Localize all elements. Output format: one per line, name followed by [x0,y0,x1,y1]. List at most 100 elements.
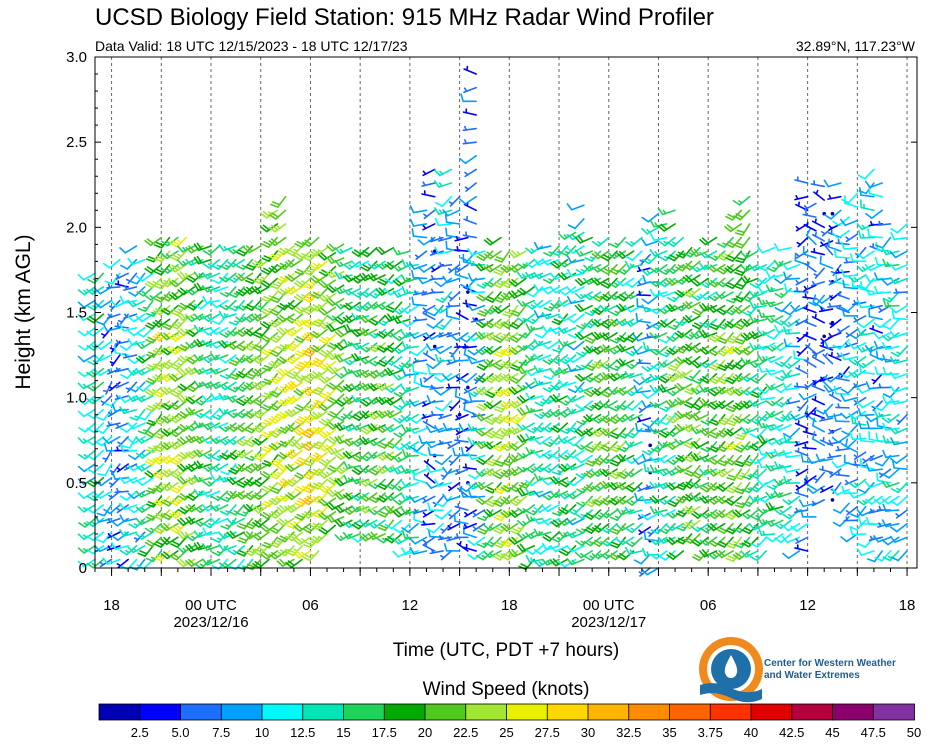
wind-barb [236,395,254,406]
wind-barb [109,354,121,367]
wind-barb [243,476,262,487]
wind-barb [429,288,444,294]
wind-barb [235,354,254,364]
wind-barb [422,350,436,361]
wind-barb [757,246,776,254]
wind-barb [269,468,287,480]
wind-barb [301,386,320,396]
wind-barb [811,218,825,229]
wind-barb [210,436,229,445]
wind-barb [526,504,544,516]
wind-barb [426,318,444,329]
wind-barb [882,318,900,330]
wind-barb [226,517,245,526]
wind-barb [667,359,685,372]
wind-barb [749,550,767,562]
wind-barb [318,524,337,535]
wind-barb [782,550,801,559]
wind-barb [566,203,585,211]
wind-barb [127,299,146,308]
wind-barb [311,383,328,396]
wind-barb [170,304,187,317]
wind-barb [227,422,245,432]
wind-barb [813,267,825,279]
colorbar-tick-label: 7.5 [212,725,230,740]
colorbar-swatch [506,703,549,721]
wind-barb [285,476,303,487]
wind-barb [881,495,900,505]
wind-barb [464,182,477,192]
wind-barb [285,245,303,257]
wind-barb [193,517,212,527]
wind-barb [454,245,469,252]
wind-barb [127,422,146,430]
wind-barb [641,362,660,372]
wind-barb [169,509,187,519]
wind-barb [657,207,676,216]
wind-barb [873,318,892,329]
wind-barb [318,374,337,384]
wind-barb [310,355,328,368]
wind-barb [78,340,96,351]
wind-barb [235,313,254,323]
wind-barb [160,413,179,424]
wind-barb [802,443,817,450]
colorbar-title: Wind Speed (knots) [422,679,590,700]
wind-barb [657,223,676,232]
wind-barb [144,386,163,397]
wind-barb [494,250,511,263]
wind-barb [236,258,254,271]
wind-barb [422,418,436,430]
wind-barb [859,199,875,212]
wind-barb [827,194,842,200]
wind-barb [782,370,801,379]
wind-barb [463,65,477,75]
wind-barb [97,463,113,477]
wind-barb [110,299,129,308]
wind-barb [115,381,129,389]
wind-barb [310,451,328,462]
wind-barb [294,454,312,467]
wind-barb [616,250,635,259]
wind-barb [318,306,337,316]
wind-barb [122,353,138,359]
wind-barb [625,536,643,548]
wind-barb [293,304,312,315]
wind-barb [865,209,883,219]
wind-barb [566,490,585,500]
wind-barb [136,286,154,297]
wind-barb [840,268,859,278]
wind-barb [783,338,801,348]
colorbar-tick-label: 10 [255,725,269,740]
wind-barb [160,332,179,341]
wind-barb [119,245,138,254]
wind-barb [318,456,337,467]
wind-barb [228,504,245,516]
wind-barb [235,449,254,459]
wind-barb [185,558,204,568]
wind-barb [285,340,303,352]
wind-barb [309,274,328,284]
colorbar-swatch [261,703,304,721]
wind-barb [803,331,817,341]
wind-barb [202,258,221,269]
wind-barb [794,544,809,552]
wind-barb [218,354,237,364]
logo-text-line1: Center for Western Weather [764,658,896,669]
wind-barb [871,400,883,412]
wind-barb [210,504,229,512]
wind-barb [384,424,403,433]
wind-barb [376,246,395,255]
wind-barb [734,236,751,249]
wind-barb [77,408,96,418]
wind-barb [169,400,187,411]
wind-barb [392,247,411,256]
wind-barb [100,395,113,406]
colorbar-swatch [424,703,467,721]
wind-barb [277,340,295,352]
wind-barb [558,258,577,268]
wind-barb [840,437,859,449]
wind-barb [409,205,428,214]
wind-barb [841,424,859,436]
wind-barb [875,236,892,249]
